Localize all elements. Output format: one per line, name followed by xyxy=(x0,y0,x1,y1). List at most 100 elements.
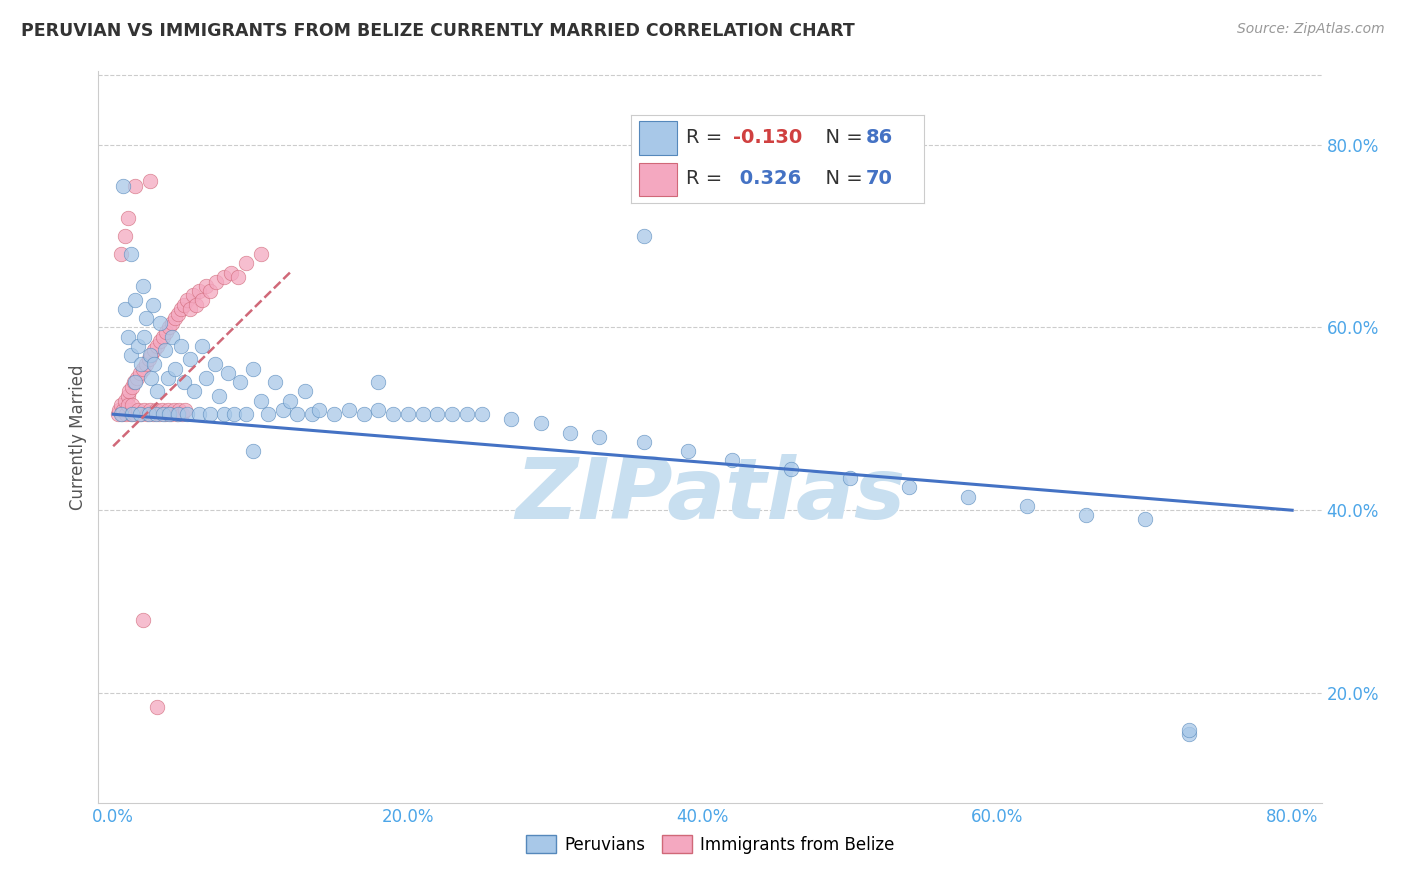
Point xyxy=(172,407,194,421)
Point xyxy=(179,352,201,367)
Point xyxy=(157,320,180,334)
Point xyxy=(125,370,148,384)
Point xyxy=(122,375,145,389)
Point xyxy=(294,384,316,399)
Point xyxy=(150,402,173,417)
Point xyxy=(141,348,163,362)
Text: ZIPatlas: ZIPatlas xyxy=(515,454,905,537)
Point xyxy=(112,178,135,193)
Point xyxy=(200,407,222,421)
Point xyxy=(353,407,375,421)
Point xyxy=(187,407,209,421)
Point xyxy=(308,402,330,417)
Point xyxy=(249,393,271,408)
Point xyxy=(1178,723,1201,737)
Point xyxy=(162,402,184,417)
Point xyxy=(131,361,153,376)
Point xyxy=(208,389,231,403)
Point xyxy=(115,407,138,421)
Point xyxy=(529,417,551,431)
Point xyxy=(271,402,294,417)
Point xyxy=(839,471,862,485)
Point xyxy=(242,361,264,376)
Point xyxy=(1015,499,1038,513)
Point xyxy=(124,178,146,193)
Point xyxy=(139,174,162,188)
Point xyxy=(142,297,165,311)
Point xyxy=(235,256,257,270)
Point xyxy=(160,329,183,343)
Point xyxy=(139,402,162,417)
Point xyxy=(124,407,146,421)
Point xyxy=(110,407,132,421)
Point xyxy=(143,343,166,358)
Point xyxy=(170,302,193,317)
Point xyxy=(337,402,360,417)
Point xyxy=(148,407,170,421)
Point xyxy=(153,343,176,358)
Point xyxy=(127,339,149,353)
Point xyxy=(108,402,131,417)
Point xyxy=(426,407,449,421)
Point xyxy=(212,270,235,285)
Point xyxy=(187,284,209,298)
Point xyxy=(174,402,197,417)
Point xyxy=(367,402,389,417)
Point xyxy=(176,407,198,421)
Point xyxy=(149,334,172,348)
Point xyxy=(110,247,132,261)
Point xyxy=(146,339,169,353)
Y-axis label: Currently Married: Currently Married xyxy=(69,364,87,510)
Point xyxy=(112,402,135,417)
Point xyxy=(121,407,143,421)
Point xyxy=(173,297,195,311)
Point xyxy=(156,370,179,384)
Point xyxy=(160,316,183,330)
Point xyxy=(169,402,191,417)
Point xyxy=(114,229,136,244)
Point xyxy=(173,375,195,389)
Point xyxy=(1133,512,1156,526)
Point xyxy=(200,284,222,298)
Point xyxy=(146,384,169,399)
Point xyxy=(131,613,153,627)
Point xyxy=(195,279,218,293)
Legend: Peruvians, Immigrants from Belize: Peruvians, Immigrants from Belize xyxy=(519,829,901,860)
Point xyxy=(181,288,204,302)
Point xyxy=(217,366,239,380)
Point xyxy=(114,393,136,408)
Point xyxy=(152,329,174,343)
Point xyxy=(107,407,129,421)
Point xyxy=(676,443,699,458)
Point xyxy=(120,247,142,261)
Point xyxy=(132,329,155,343)
Point xyxy=(212,407,235,421)
Point xyxy=(184,297,207,311)
Point xyxy=(142,407,165,421)
Point xyxy=(242,443,264,458)
Point xyxy=(170,339,193,353)
Point xyxy=(721,453,744,467)
Point xyxy=(229,375,252,389)
Point xyxy=(956,490,979,504)
Point xyxy=(367,375,389,389)
Point xyxy=(287,407,309,421)
Text: Source: ZipAtlas.com: Source: ZipAtlas.com xyxy=(1237,22,1385,37)
Point xyxy=(138,407,160,421)
Point xyxy=(117,329,139,343)
Point xyxy=(117,389,139,403)
Point xyxy=(898,480,921,494)
Point xyxy=(128,407,150,421)
Point xyxy=(382,407,405,421)
Point xyxy=(167,307,190,321)
Point xyxy=(127,402,149,417)
Point xyxy=(219,266,242,280)
Point xyxy=(396,407,419,421)
Point xyxy=(129,407,152,421)
Point xyxy=(157,407,180,421)
Point xyxy=(190,293,212,307)
Point xyxy=(156,402,179,417)
Point xyxy=(441,407,464,421)
Point xyxy=(143,357,166,371)
Point xyxy=(558,425,581,440)
